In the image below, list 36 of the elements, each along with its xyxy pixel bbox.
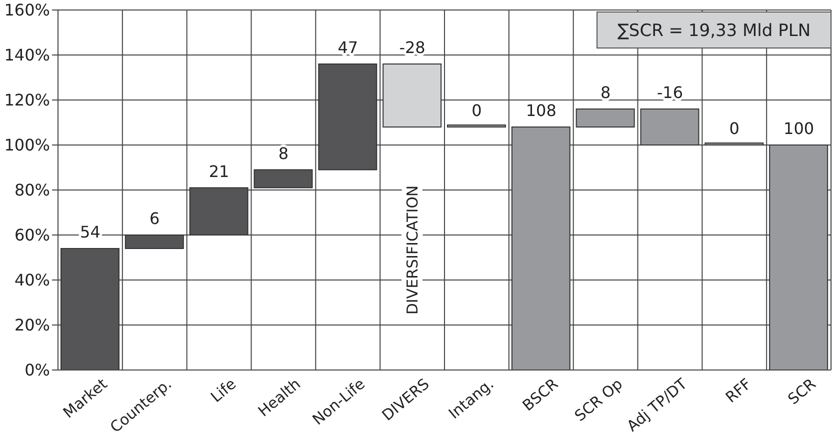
data-label: 8 — [600, 83, 611, 102]
bar — [382, 64, 442, 128]
data-label: 0 — [472, 101, 482, 120]
x-tick-label: RFF — [722, 374, 755, 406]
data-label: 8 — [278, 144, 289, 163]
y-tick-label: 120% — [4, 90, 50, 110]
y-tick-label: 160% — [4, 0, 50, 20]
x-tick-label: Life — [207, 374, 240, 406]
data-label: 6 — [150, 209, 160, 228]
y-tick-label: 140% — [4, 46, 50, 65]
bar — [60, 248, 120, 370]
data-label: 108 — [526, 101, 556, 120]
data-label: -28 — [399, 38, 426, 57]
bar — [318, 64, 378, 170]
data-label: 21 — [208, 162, 230, 181]
data-label: 100 — [784, 119, 814, 138]
bar — [640, 108, 700, 146]
bar — [124, 234, 184, 249]
annotation: ∑SCR = 19,33 Mld PLN — [617, 21, 811, 41]
data-label: 0 — [729, 119, 740, 138]
data-label: 47 — [338, 38, 358, 57]
y-tick-label: 100% — [4, 136, 50, 155]
bar — [511, 126, 570, 370]
bar — [769, 144, 828, 370]
y-tick-label: 80% — [14, 180, 50, 200]
bar — [189, 187, 248, 236]
x-tick-label: SCR — [784, 374, 820, 408]
bar — [576, 108, 635, 128]
x-tick-label: SCR Op — [571, 374, 626, 425]
annotation: DIVERSIFICATION — [403, 185, 422, 315]
y-tick-label: 40% — [14, 270, 50, 290]
y-tick-label: 60% — [14, 226, 50, 245]
bar — [254, 169, 313, 188]
y-tick-label: 20% — [14, 316, 50, 335]
y-tick-label: 0% — [24, 360, 50, 380]
data-label: -16 — [656, 83, 684, 102]
